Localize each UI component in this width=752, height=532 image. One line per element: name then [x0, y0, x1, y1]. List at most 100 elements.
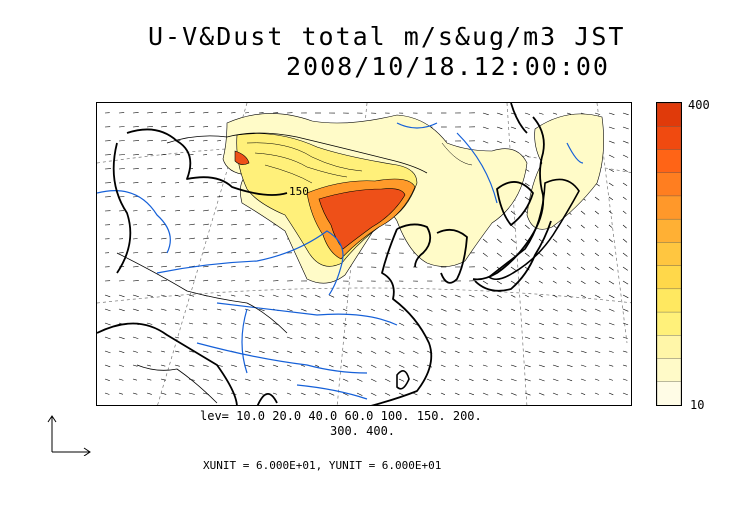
wind-arrow	[146, 224, 152, 226]
wind-arrow	[244, 322, 251, 325]
wind-arrow	[174, 294, 181, 297]
wind-arrow	[538, 364, 545, 368]
wind-arrow	[594, 252, 599, 257]
wind-arrow	[622, 364, 627, 367]
wind-arrow	[286, 378, 292, 381]
wind-arrow	[258, 280, 265, 282]
wind-arrow	[594, 350, 601, 353]
wind-arrow	[328, 294, 335, 298]
wind-arrow	[174, 364, 180, 367]
wind-arrow	[286, 294, 293, 298]
wind-arrow	[580, 294, 587, 298]
colorbar-swatch	[656, 218, 682, 244]
wind-arrow	[328, 364, 334, 368]
wind-arrow	[566, 238, 571, 243]
wind-arrow	[188, 308, 194, 311]
wind-arrow	[608, 126, 615, 130]
wind-arrow	[496, 126, 503, 130]
wind-arrow	[454, 336, 461, 340]
wind-arrow	[146, 336, 152, 339]
wind-arrow	[258, 350, 265, 354]
colorbar-swatch	[656, 102, 682, 127]
wind-arrow	[244, 112, 250, 114]
wind-arrow	[356, 336, 362, 340]
colorbar-max-label: 400	[688, 98, 710, 112]
wind-arrow	[510, 280, 516, 285]
wind-arrow	[524, 140, 530, 143]
wind-arrow	[496, 280, 502, 285]
wind-arrow	[160, 308, 167, 311]
wind-arrow	[608, 336, 615, 339]
wind-arrow	[468, 322, 475, 326]
colorbar-swatch	[656, 172, 682, 197]
wind-arrow	[230, 238, 237, 240]
wind-arrow	[244, 252, 250, 254]
wind-arrow	[118, 154, 126, 156]
wind-arrow	[230, 378, 237, 381]
wind-arrow	[328, 336, 333, 339]
wind-arrow	[202, 168, 208, 170]
wind-arrow	[118, 294, 125, 298]
wind-arrow	[174, 322, 180, 325]
wind-arrow	[146, 196, 152, 198]
wind-arrow	[146, 392, 152, 395]
wind-arrow	[622, 112, 629, 116]
wind-arrow	[216, 237, 223, 240]
wind-arrow	[230, 280, 236, 282]
wind-arrow	[174, 308, 181, 311]
wind-arrow	[342, 308, 348, 312]
wind-arrow	[482, 378, 489, 381]
wind-arrow	[272, 392, 278, 395]
wind-arrow	[132, 252, 139, 254]
wind-arrow	[244, 266, 250, 268]
wind-arrow	[468, 392, 475, 396]
wind-arrow	[244, 378, 251, 381]
wind-arrow	[482, 140, 489, 144]
wind-arrow	[132, 126, 139, 128]
wind-arrow	[174, 251, 181, 254]
wind-arrow	[174, 223, 181, 226]
wind-arrow	[104, 378, 110, 381]
wind-arrow	[146, 238, 153, 240]
wind-arrow	[216, 280, 222, 282]
wind-arrow	[230, 252, 237, 254]
wind-arrow	[146, 280, 153, 282]
vector-units: XUNIT = 6.000E+01, YUNIT = 6.000E+01	[203, 459, 442, 472]
wind-arrow	[202, 279, 209, 282]
japan-islands	[487, 178, 580, 281]
wind-arrow	[244, 350, 251, 353]
wind-arrow	[356, 364, 363, 368]
wind-arrow	[188, 392, 195, 395]
wind-arrow	[622, 378, 628, 381]
wind-arrow	[188, 139, 195, 142]
wind-arrow	[188, 336, 194, 339]
wind-arrow	[510, 350, 517, 353]
dust-wind-map: 150	[96, 102, 632, 406]
wind-arrow	[608, 168, 615, 173]
wind-arrow	[538, 350, 545, 353]
wind-arrow	[608, 392, 614, 396]
wind-arrow	[622, 210, 627, 214]
wind-arrow	[510, 308, 516, 311]
wind-arrow	[454, 378, 460, 381]
wind-arrow	[552, 294, 558, 298]
wind-arrow	[160, 392, 167, 395]
wind-arrow	[622, 154, 629, 158]
wind-arrow	[482, 280, 489, 285]
wind-arrow	[594, 280, 600, 285]
colorbar-swatch	[656, 149, 682, 174]
wind-arrow	[146, 210, 152, 212]
wind-arrow	[482, 350, 488, 353]
wind-arrow	[174, 336, 180, 339]
wind-arrow	[468, 308, 475, 312]
wind-arrow	[174, 378, 181, 381]
wind-arrow	[230, 182, 237, 184]
wind-arrow	[132, 154, 139, 156]
dust-plume-peak	[318, 188, 406, 250]
wind-arrow	[524, 336, 531, 339]
wind-arrow	[188, 195, 195, 198]
wind-arrow	[370, 308, 376, 312]
wind-arrow	[524, 224, 530, 230]
wind-arrow	[160, 139, 167, 142]
wind-arrow	[104, 336, 111, 340]
